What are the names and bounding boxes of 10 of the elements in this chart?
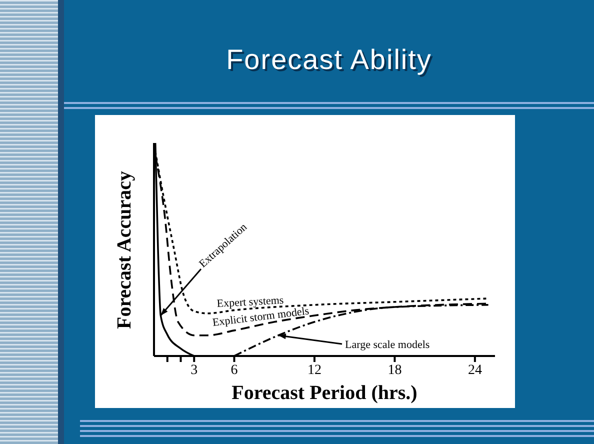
x-tick-label: 6	[230, 362, 238, 378]
x-tick-label: 12	[307, 362, 322, 378]
x-axis-title: Forecast Period (hrs.)	[230, 382, 418, 405]
text: Large scale models	[345, 339, 430, 351]
x-tick-label: 3	[190, 362, 198, 378]
chart-title: Forecast Ability	[225, 44, 433, 76]
y-axis-title: Forecast Accuracy	[114, 170, 136, 328]
x-tick-label: 18	[388, 362, 402, 378]
series-label: Expert systems	[216, 294, 284, 310]
x-tick-label: 24	[468, 362, 482, 378]
